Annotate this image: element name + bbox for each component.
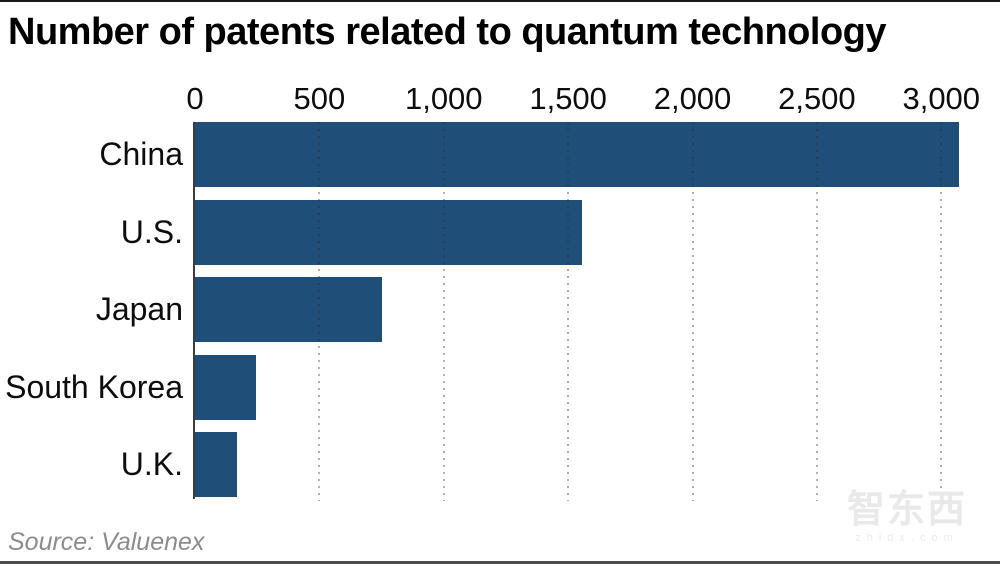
gridline-3000 <box>940 122 943 501</box>
bar-south-korea <box>195 354 256 420</box>
category-label: U.K. <box>120 446 183 483</box>
gridline-2000 <box>691 122 694 501</box>
x-tick-label: 0 <box>186 81 204 116</box>
x-tick-label: 2,000 <box>653 81 732 116</box>
x-tick-label: 1,500 <box>529 81 607 116</box>
bar-japan <box>195 277 382 343</box>
bottom-rule <box>0 561 1000 564</box>
x-tick-label: 3,000 <box>902 81 981 116</box>
x-tick-label: 500 <box>293 81 346 116</box>
top-rule <box>0 0 1000 2</box>
bar-china <box>195 122 959 187</box>
plot-area: 0 500 1,000 1,500 2,000 2,500 3,000 China U.S. J… <box>5 82 991 505</box>
bar-u-k <box>195 432 238 498</box>
watermark-logo-text: 智东西 <box>846 489 967 531</box>
category-label: U.S. <box>120 213 183 250</box>
gridline-1000 <box>442 122 445 501</box>
gridline-1500 <box>567 122 570 501</box>
watermark: 智东西 zhidx.com <box>842 488 972 544</box>
watermark-domain-text: zhidx.com <box>855 532 959 544</box>
category-label: China <box>99 136 183 172</box>
source-note: Source: Valuenex <box>8 528 205 556</box>
category-label: South Korea <box>5 368 183 405</box>
gridline-2500 <box>815 122 818 501</box>
bar-u-s <box>195 199 582 265</box>
gridline-500 <box>318 122 321 501</box>
x-tick-label: 1,000 <box>404 81 483 116</box>
x-tick-label: 2,500 <box>778 81 856 116</box>
y-axis-line <box>193 122 195 499</box>
category-label: Japan <box>95 291 183 328</box>
chart-title: Number of patents related to quantum tec… <box>8 11 887 53</box>
